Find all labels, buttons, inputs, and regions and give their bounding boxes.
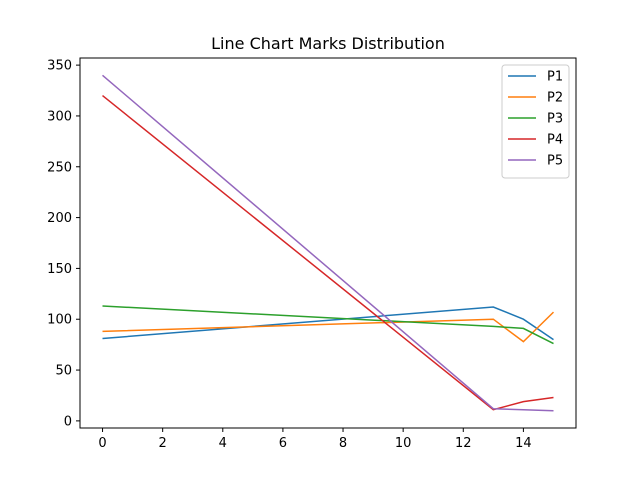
x-tick-label: 6 [279,436,287,451]
y-tick-label: 300 [47,109,72,124]
x-tick-label: 0 [98,436,106,451]
x-tick-label: 4 [219,436,227,451]
legend-label-p5: P5 [547,154,563,169]
legend-label-p1: P1 [547,70,563,85]
x-tick-label: 12 [455,436,472,451]
x-axis: 0 2 4 6 8 10 12 14 [98,428,531,451]
series-line-p2 [103,312,554,342]
series-line-p5 [103,75,554,410]
y-tick-label: 100 [47,313,72,328]
y-tick-label: 0 [64,414,72,429]
y-tick-label: 150 [47,262,72,277]
y-tick-label: 200 [47,211,72,226]
x-tick-label: 8 [339,436,347,451]
x-tick-label: 14 [515,436,532,451]
y-axis: 0 50 100 150 200 250 300 350 [47,59,80,430]
y-tick-label: 250 [47,160,72,175]
series-line-p4 [103,96,554,410]
legend-label-p2: P2 [547,91,563,106]
legend-label-p3: P3 [547,112,563,127]
series-line-p1 [103,307,554,340]
chart-title: Line Chart Marks Distribution [211,34,445,53]
plot-lines [103,75,554,410]
y-tick-label: 50 [55,364,72,379]
legend-label-p4: P4 [547,133,563,148]
x-tick-label: 2 [159,436,167,451]
x-tick-label: 10 [395,436,412,451]
y-tick-label: 350 [47,59,72,74]
legend: P1 P2 P3 P4 P5 [502,65,569,178]
